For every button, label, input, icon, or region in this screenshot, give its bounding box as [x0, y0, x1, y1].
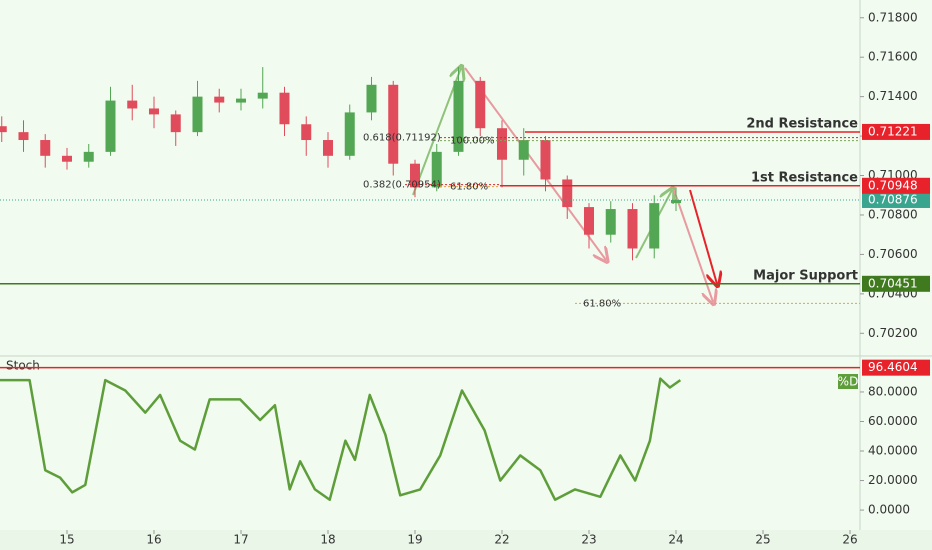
y-tick-label: 0.70800 [868, 207, 918, 221]
candle-body [40, 140, 51, 156]
fib-label: 61.80% [450, 182, 488, 193]
candle-body [192, 96, 203, 133]
candle-body [583, 207, 594, 235]
candle-body [148, 108, 159, 115]
level-tag [862, 123, 930, 140]
candle-body [127, 100, 138, 109]
y-tick-label: 0.70200 [868, 326, 918, 340]
x-tick-label: 16 [146, 533, 161, 547]
level-tag-label: 0.70451 [868, 276, 918, 290]
candle-body [366, 84, 377, 113]
x-tick-label: 17 [233, 533, 248, 547]
level-tag-label: 0.70948 [868, 178, 918, 192]
x-tick-label: 25 [755, 533, 770, 547]
legend-swatch [838, 374, 858, 389]
arrow [689, 189, 717, 284]
stoch-tag [862, 359, 930, 376]
level-label: Major Support [753, 268, 858, 283]
y-tick-label: 0.71600 [868, 50, 918, 64]
candle-body [257, 92, 268, 99]
stoch-tag-label: 96.4604 [868, 360, 918, 374]
candle-body [409, 163, 420, 188]
candle-body [18, 132, 29, 141]
stoch-tick-label: 20.0000 [868, 473, 918, 487]
indicator-title: Stoch [6, 359, 40, 373]
y-tick-label: 0.70600 [868, 247, 918, 261]
y-tick-label: 0.71800 [868, 10, 918, 24]
candle-body [562, 179, 573, 208]
level-label: 1st Resistance [751, 170, 858, 185]
stoch-line [0, 377, 682, 501]
x-tick-label: 23 [581, 533, 596, 547]
legend-label: %D [838, 375, 859, 389]
fib-label: 0.382(0.70954) [363, 180, 441, 191]
candle-body [540, 140, 551, 180]
candle-body [61, 155, 72, 162]
level-tag [862, 275, 930, 292]
candle-body [518, 140, 529, 160]
fib-label: 61.80% [583, 298, 621, 309]
candle-body [475, 80, 486, 129]
level-tag [862, 177, 930, 194]
candle-body [214, 96, 225, 103]
time-axis [0, 530, 932, 550]
price-tag-label: 0.70876 [868, 192, 918, 206]
x-tick-label: 15 [59, 533, 74, 547]
x-tick-label: 19 [407, 533, 422, 547]
candle-body [496, 128, 507, 160]
x-tick-label: 18 [320, 533, 335, 547]
candle-body [235, 98, 246, 103]
candle-body [627, 209, 638, 249]
stoch-tick-label: 40.0000 [868, 444, 918, 458]
candle-body [105, 100, 116, 152]
candle-body [322, 140, 333, 156]
level-label: 2nd Resistance [746, 116, 858, 131]
candle-body [605, 209, 616, 235]
candle-body [344, 112, 355, 156]
candle-body [431, 151, 442, 188]
x-tick-label: 26 [842, 533, 857, 547]
candle-body [649, 203, 660, 249]
stoch-tick-label: 80.0000 [868, 384, 918, 398]
stoch-tick-label: 60.0000 [868, 414, 918, 428]
candle-body [301, 124, 312, 141]
candle-body [453, 80, 464, 152]
candle-body [388, 84, 399, 164]
candle-body [670, 199, 681, 204]
stoch-tick-label: 0.0000 [868, 503, 910, 517]
candle-body [83, 151, 94, 162]
x-tick-label: 22 [494, 533, 509, 547]
candle-body [170, 114, 181, 133]
candle-body [279, 92, 290, 125]
price-tag [862, 191, 930, 208]
level-tag-label: 0.71221 [868, 124, 918, 138]
x-tick-label: 24 [668, 533, 683, 547]
arrow [464, 67, 606, 260]
fib-label: 100.00% [450, 136, 495, 147]
candle-body [0, 126, 7, 133]
fib-label: 0.618(0.71192) [363, 133, 441, 144]
y-tick-label: 0.71400 [868, 89, 918, 103]
arrow [412, 68, 461, 196]
